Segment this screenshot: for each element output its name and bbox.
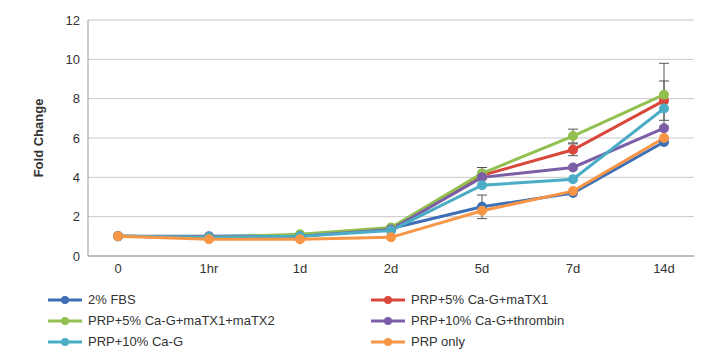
html-text:PRP+10% Ca-G+thrombin: PRP+10% Ca-G+thrombin [411,313,565,328]
svg-text:7d: 7d [566,261,580,276]
svg-text:6: 6 [73,131,80,146]
html-text:2% FBS: 2% FBS [88,292,136,307]
svg-text:5d: 5d [475,261,489,276]
svg-text:2d: 2d [384,261,398,276]
svg-text:12: 12 [66,13,80,28]
svg-text:0: 0 [73,249,80,264]
html-text:PRP+5% Ca-G+maTX1: PRP+5% Ca-G+maTX1 [411,292,549,307]
svg-text:0: 0 [114,261,121,276]
svg-text:4: 4 [73,170,80,185]
html-text:PRP+10% Ca-G: PRP+10% Ca-G [88,334,183,349]
svg-text:2: 2 [73,209,80,224]
html-text:PRP only: PRP only [411,334,465,349]
html-text:PRP+5% Ca-G+maTX1+maTX2: PRP+5% Ca-G+maTX1+maTX2 [88,313,275,328]
svg-text:1d: 1d [293,261,307,276]
svg-text:14d: 14d [653,261,675,276]
svg-text:Fold Change: Fold Change [31,99,46,178]
svg-text:8: 8 [73,91,80,106]
svg-text:1hr: 1hr [200,261,219,276]
svg-text:10: 10 [66,52,80,67]
